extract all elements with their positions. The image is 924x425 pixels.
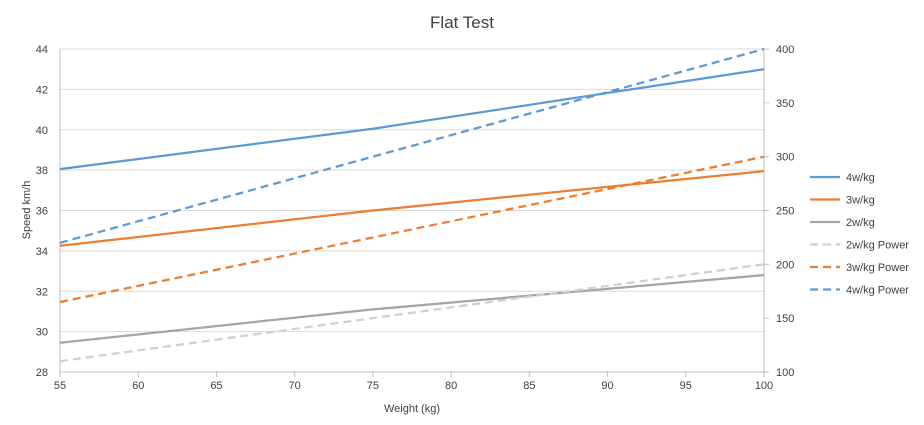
- y2-tick-label: 200: [776, 259, 794, 271]
- legend-label: 4w/kg: [846, 172, 875, 184]
- y-tick-label: 28: [36, 367, 48, 379]
- series-line-3w-kg-power: [59, 155, 765, 304]
- series-line-4w-kg: [59, 68, 765, 171]
- legend-label: 4w/kg Power: [846, 285, 909, 297]
- y2-tick-label: 350: [776, 98, 794, 110]
- series-lines: [59, 47, 765, 363]
- y2-tick-label: 300: [776, 152, 794, 164]
- y-tick-label: 32: [36, 286, 48, 298]
- x-tick-label: 85: [523, 380, 535, 392]
- legend: 4w/kg 3w/kg 2w/kg 2w/kg Power 3w/kg Power 4w/…: [810, 172, 909, 297]
- legend-label: 3w/kg Power: [846, 262, 909, 274]
- y2-tick-label: 100: [776, 367, 794, 379]
- x-tick-label: 55: [54, 380, 66, 392]
- x-axis-title: Weight (kg): [384, 403, 440, 415]
- legend-label: 2w/kg: [846, 217, 875, 229]
- y-tick-label: 40: [36, 125, 48, 137]
- x-tick-label: 70: [289, 380, 301, 392]
- x-tick-label: 95: [680, 380, 692, 392]
- y-tick-label: 34: [36, 246, 48, 258]
- chart-title: Flat Test: [430, 13, 494, 32]
- y2-tick-label: 400: [776, 44, 794, 56]
- series-line-4w-kg-power: [59, 47, 765, 244]
- x-tick-label: 80: [445, 380, 457, 392]
- series-line-2w-kg-power: [59, 263, 765, 363]
- legend-label: 2w/kg Power: [846, 240, 909, 252]
- y2-tick-label: 150: [776, 313, 794, 325]
- x-tick-label: 65: [210, 380, 222, 392]
- y-tick-label: 44: [36, 44, 48, 56]
- series-line-2w-kg: [59, 273, 765, 344]
- y-tick-label: 42: [36, 84, 48, 96]
- y2-tick-label: 250: [776, 206, 794, 218]
- y-axis-title: Speed km/h: [21, 181, 33, 240]
- x-tick-label: 90: [601, 380, 613, 392]
- legend-label: 3w/kg: [846, 195, 875, 207]
- y-tick-label: 30: [36, 327, 48, 339]
- series-line-3w-kg: [59, 169, 765, 247]
- y-tick-label: 38: [36, 165, 48, 177]
- x-tick-label: 75: [367, 380, 379, 392]
- x-tick-label: 100: [755, 380, 773, 392]
- gridlines: [60, 48, 764, 373]
- y-tick-label: 36: [36, 206, 48, 218]
- x-tick-label: 60: [132, 380, 144, 392]
